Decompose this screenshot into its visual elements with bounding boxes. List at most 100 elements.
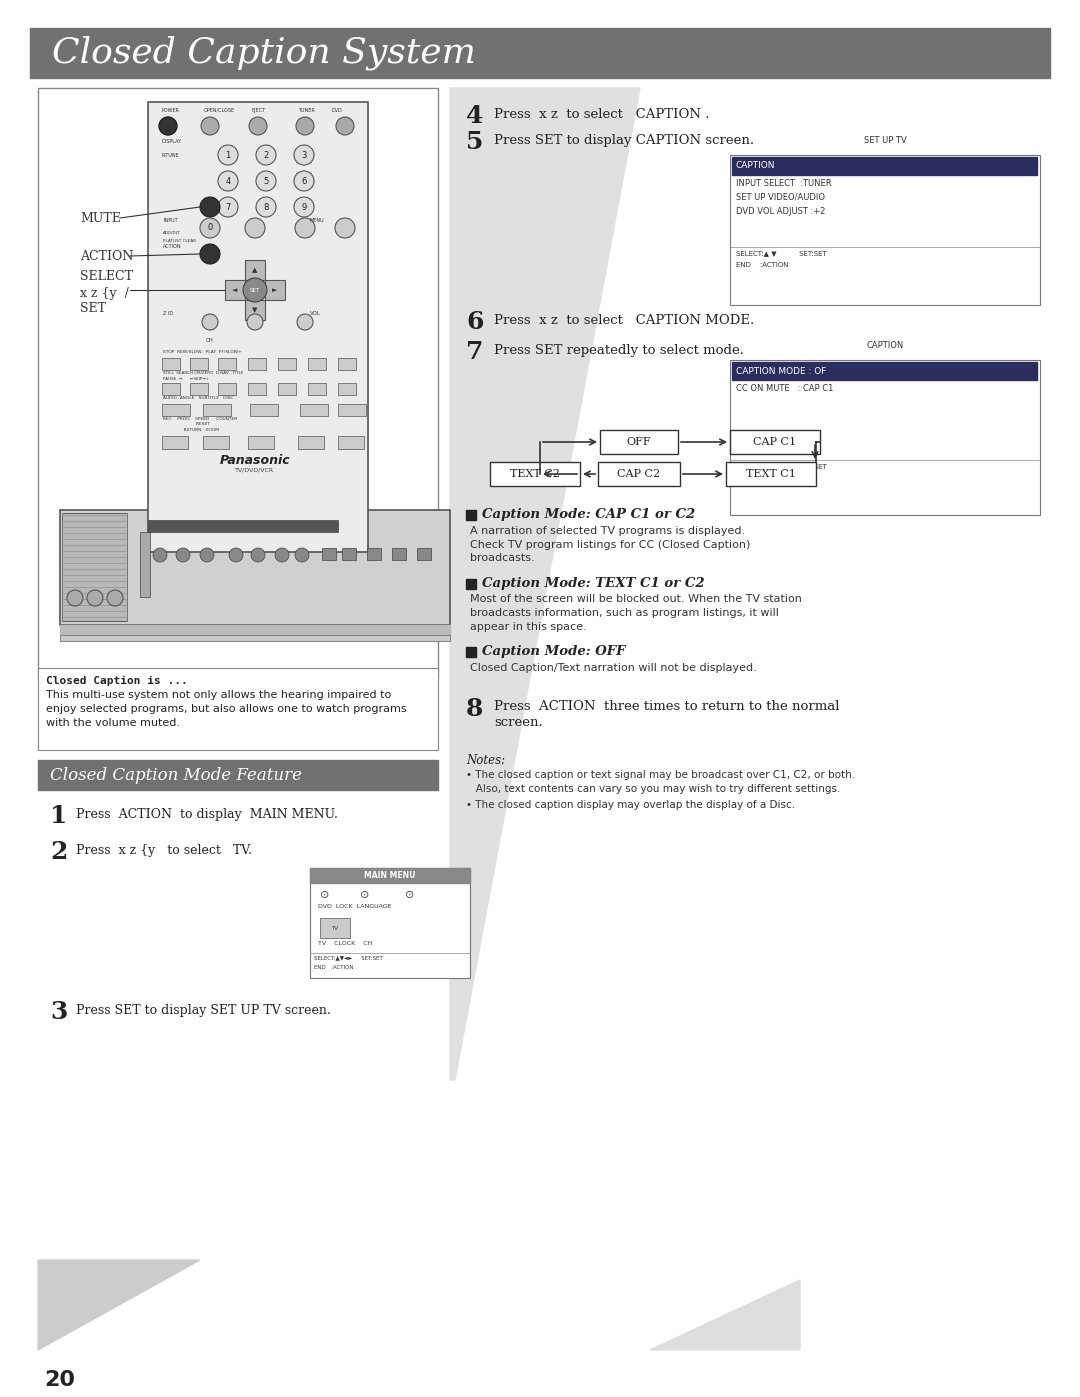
Text: TEXT C1: TEXT C1 [746, 469, 796, 479]
Bar [249, 404, 278, 416]
Text: Press SET to display CAPTION screen.: Press SET to display CAPTION screen. [494, 134, 754, 147]
Text: OFF: OFF [626, 437, 651, 447]
Bar [30, 28, 1050, 78]
Text: 4: 4 [465, 103, 484, 129]
Text: Press SET to display SET UP TV screen.: Press SET to display SET UP TV screen. [76, 1004, 330, 1017]
Polygon shape [450, 88, 640, 1080]
Circle shape [229, 548, 243, 562]
Text: INPUT SELECT  :TUNER: INPUT SELECT :TUNER [735, 179, 832, 189]
Circle shape [251, 548, 265, 562]
Text: MENU: MENU [310, 218, 325, 224]
Circle shape [256, 145, 276, 165]
Text: 4: 4 [226, 176, 231, 186]
Text: Caption Mode: OFF: Caption Mode: OFF [482, 645, 625, 658]
Bar [300, 404, 328, 416]
Text: PLATLIST CLEAR: PLATLIST CLEAR [163, 239, 197, 243]
Circle shape [200, 218, 220, 237]
Text: CAPTION: CAPTION [866, 341, 904, 351]
Text: CC ON MUTE   : CAP C1: CC ON MUTE : CAP C1 [735, 384, 834, 393]
Bar [60, 510, 450, 624]
Text: SET: SET [249, 288, 260, 292]
Text: SELECT:▲▼◄►     SET:SET: SELECT:▲▼◄► SET:SET [314, 956, 382, 960]
Text: SELECT:▲ ▼          SET:SET: SELECT:▲ ▼ SET:SET [735, 250, 827, 256]
Text: CAP C1: CAP C1 [754, 437, 797, 447]
Bar [338, 404, 366, 416]
Text: Press  x z  to select   CAPTION MODE.: Press x z to select CAPTION MODE. [494, 314, 754, 327]
Bar [162, 358, 180, 370]
Bar [225, 279, 245, 300]
Bar [338, 358, 356, 370]
Text: DVD VOL ADJUST :+2: DVD VOL ADJUST :+2 [735, 207, 825, 217]
Text: 20: 20 [44, 1370, 75, 1390]
Circle shape [249, 117, 267, 136]
Bar [338, 436, 364, 448]
Circle shape [107, 590, 123, 606]
Circle shape [296, 117, 314, 136]
Circle shape [295, 548, 309, 562]
Circle shape [218, 145, 238, 165]
Text: 7: 7 [226, 203, 231, 211]
Circle shape [336, 117, 354, 136]
Text: 7: 7 [465, 339, 484, 365]
Text: AUDIO  ANGLE   SUBTITLE   DISC: AUDIO ANGLE SUBTITLE DISC [163, 395, 233, 400]
Text: Closed Caption/Text narration will not be displayed.: Closed Caption/Text narration will not b… [470, 664, 757, 673]
Bar [248, 358, 266, 370]
Bar [342, 548, 356, 560]
Circle shape [247, 314, 264, 330]
Bar [465, 647, 476, 657]
Text: Panasonic: Panasonic [219, 454, 291, 467]
Text: SELECT: SELECT [80, 271, 133, 284]
Text: 1: 1 [226, 151, 231, 159]
Text: TV: TV [332, 925, 338, 930]
Text: TV/DVD/VCR: TV/DVD/VCR [235, 468, 274, 472]
Text: 0: 0 [207, 224, 213, 232]
Text: 5: 5 [264, 176, 269, 186]
Text: ⊙: ⊙ [360, 890, 369, 900]
Text: ►: ► [272, 286, 278, 293]
Text: STILL  SEARCH CM/ZERO  D.NAV   TITLE: STILL SEARCH CM/ZERO D.NAV TITLE [163, 372, 243, 374]
Text: 8: 8 [465, 697, 484, 721]
Circle shape [243, 278, 267, 302]
Bar [190, 383, 208, 395]
Text: 1: 1 [50, 805, 67, 828]
Text: ⊙: ⊙ [405, 890, 415, 900]
Text: Press  ACTION  to display  MAIN MENU.: Press ACTION to display MAIN MENU. [76, 807, 338, 821]
Text: Caption Mode: CAP C1 or C2: Caption Mode: CAP C1 or C2 [482, 509, 696, 521]
Polygon shape [38, 1260, 200, 1350]
Text: POWER: POWER [162, 108, 180, 113]
Bar [38, 668, 438, 750]
Bar [162, 383, 180, 395]
Text: MUTE: MUTE [80, 211, 121, 225]
Bar [278, 383, 296, 395]
Circle shape [294, 170, 314, 191]
Text: END   :ACTION: END :ACTION [314, 965, 353, 970]
Bar [308, 358, 326, 370]
Text: END    :ACTION: END :ACTION [735, 475, 788, 481]
Text: ADD/DLT: ADD/DLT [163, 231, 180, 235]
Bar [60, 636, 450, 641]
Text: PAUSE  →      ←SKIP→+: PAUSE → ←SKIP→+ [163, 377, 213, 381]
Text: Caption Mode: TEXT C1 or C2: Caption Mode: TEXT C1 or C2 [482, 577, 704, 590]
Bar [248, 436, 274, 448]
Text: TUNER: TUNER [298, 108, 314, 113]
Text: OPEN/CLOSE: OPEN/CLOSE [204, 108, 235, 113]
Text: Closed Caption is ...: Closed Caption is ... [46, 676, 188, 686]
Circle shape [153, 548, 167, 562]
Circle shape [294, 197, 314, 217]
Circle shape [335, 218, 355, 237]
Text: CH: CH [206, 338, 214, 342]
Bar [245, 300, 265, 320]
Text: CAPTION: CAPTION [735, 162, 775, 170]
Text: 3: 3 [50, 1000, 67, 1024]
Text: SET UP TV: SET UP TV [864, 136, 906, 145]
Text: Press  x z  to select   CAPTION .: Press x z to select CAPTION . [494, 108, 710, 122]
Text: 9: 9 [301, 203, 307, 211]
Text: REC    PROG    SPEED     COUNTER: REC PROG SPEED COUNTER [163, 416, 238, 420]
Bar [730, 155, 1040, 305]
Circle shape [202, 314, 218, 330]
Text: RESET: RESET [163, 422, 210, 426]
Bar [190, 358, 208, 370]
Bar [203, 404, 231, 416]
Text: ACTION: ACTION [163, 244, 181, 249]
Circle shape [159, 117, 177, 136]
